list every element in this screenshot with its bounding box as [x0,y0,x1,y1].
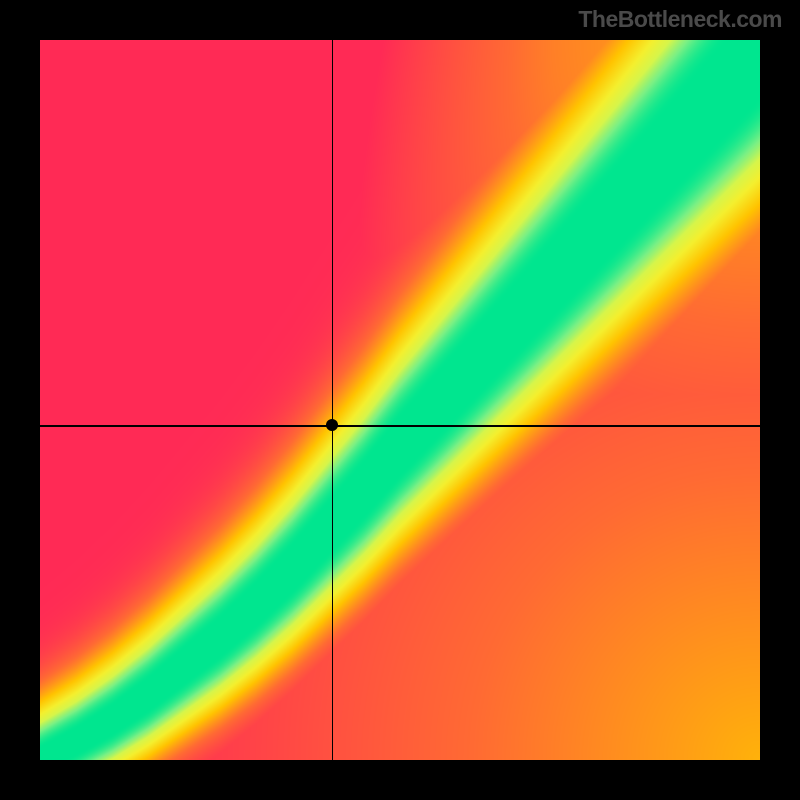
crosshair-vertical [332,40,334,760]
watermark-text: TheBottleneck.com [578,6,782,33]
crosshair-horizontal [40,425,760,427]
bottleneck-heatmap [40,40,760,760]
plot-area [40,40,760,760]
selected-point-marker [326,419,338,431]
